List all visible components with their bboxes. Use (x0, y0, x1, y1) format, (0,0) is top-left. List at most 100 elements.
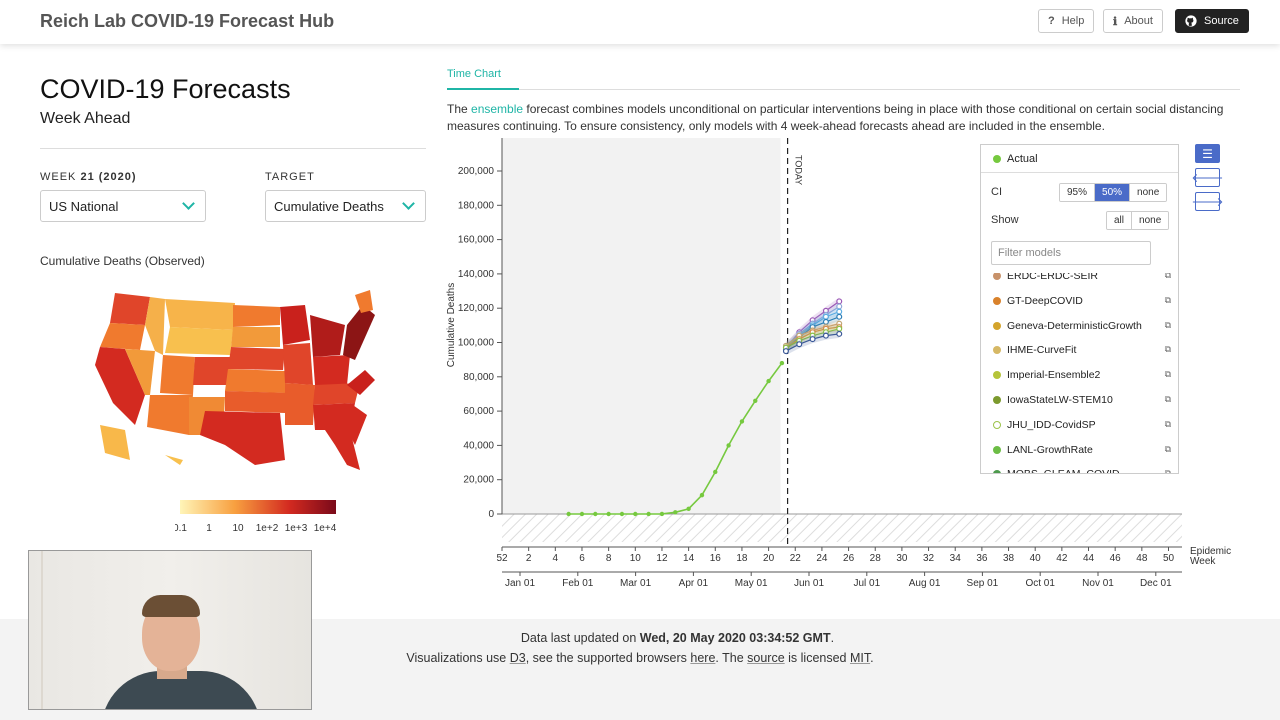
actual-point (673, 510, 678, 515)
mit-license-link[interactable]: MIT (849, 651, 871, 665)
filter-models-input[interactable]: Filter models (991, 241, 1151, 265)
show-all-button[interactable]: all (1107, 212, 1133, 229)
model-legend-item[interactable]: LANL-GrowthRate ⧉ (993, 444, 1171, 456)
divider (40, 148, 426, 149)
d3-link[interactable]: D3 (509, 651, 526, 665)
footer-updated: Data last updated on Wed, 20 May 2020 03… (0, 631, 1280, 645)
ci-none-button[interactable]: none (1130, 184, 1167, 201)
map-state (313, 403, 355, 430)
week-tick-label: 48 (1136, 553, 1148, 564)
map-state (100, 425, 130, 460)
question-icon: ? (1048, 15, 1055, 27)
model-name: GT-DeepCOVID (1007, 294, 1083, 307)
time-chart[interactable]: 0 20,000 40,000 60,000 80,000 100,000 120,000 1… (440, 135, 1240, 595)
model-dot-icon (993, 296, 1001, 305)
external-link-icon[interactable]: ⧉ (1164, 344, 1171, 355)
target-label: TARGET (265, 171, 315, 183)
model-legend-panel: ERDC-ERDC-SEIR ⧉ GT-DeepCOVID ⧉ Geneva-Deter… (980, 144, 1179, 474)
week-tick-label: 44 (1083, 553, 1095, 564)
external-link-icon[interactable]: ⧉ (1164, 394, 1171, 404)
model-legend-item[interactable]: Geneva-DeterministicGrowth ⧉ (993, 320, 1171, 332)
history-shade (502, 138, 781, 514)
week-tick-label: 18 (736, 553, 748, 564)
external-link-icon[interactable]: ⧉ (1164, 294, 1171, 305)
month-tick-label: Jun 01 (794, 578, 824, 589)
week-tick-label: 12 (656, 553, 668, 564)
model-legend-item[interactable]: GT-DeepCOVID ⧉ (993, 295, 1171, 307)
month-tick-label: Oct 01 (1025, 578, 1055, 589)
map-state (200, 411, 285, 465)
month-tick-label: Aug 01 (909, 578, 941, 589)
y-tick-label: 200,000 (458, 166, 495, 177)
arrow-right-icon: 🡒 (1191, 195, 1224, 209)
model-name: MOBS_GLEAM_COVID (1007, 468, 1120, 473)
model-legend-item[interactable]: JHU_IDD-CovidSP ⧉ (993, 419, 1171, 431)
model-dot-icon (993, 445, 1001, 454)
us-choropleth-map[interactable] (85, 285, 385, 470)
map-state (193, 357, 230, 385)
model-legend-item[interactable]: ERDC-ERDC-SEIR ⧉ (993, 270, 1171, 282)
chart-description: The ensemble forecast combines models un… (447, 101, 1242, 135)
month-tick-label: Jan 01 (505, 578, 535, 589)
map-state (310, 315, 345, 357)
actual-point (619, 511, 625, 517)
source-button[interactable]: Source (1175, 9, 1249, 33)
model-legend-item[interactable]: IHME-CurveFit ⧉ (993, 344, 1171, 356)
arrow-left-icon: 🡐 (1191, 171, 1224, 185)
external-link-icon[interactable]: ⧉ (1164, 443, 1171, 454)
today-label: TODAY (794, 155, 804, 185)
external-link-icon[interactable]: ⧉ (1164, 418, 1171, 429)
ci-50-button[interactable]: 50% (1095, 184, 1131, 201)
map-state (145, 297, 165, 355)
next-week-button[interactable]: 🡒 (1191, 192, 1224, 211)
previous-week-button[interactable]: 🡐 (1191, 168, 1224, 187)
model-legend-item[interactable]: MOBS_GLEAM_COVID ⧉ (993, 468, 1171, 474)
tab-bar (447, 89, 1240, 90)
model-dot-icon (993, 420, 1001, 429)
model-legend-item[interactable]: Imperial-Ensemble2 ⧉ (993, 369, 1171, 381)
actual-point (593, 511, 598, 517)
desc-post: forecast combines models unconditional o… (447, 102, 1224, 133)
brand-title[interactable]: Reich Lab COVID-19 Forecast Hub (40, 11, 335, 31)
map-state (280, 305, 310, 345)
model-legend-item[interactable]: IowaStateLW-STEM10 ⧉ (993, 394, 1171, 406)
week-tick-label: 6 (579, 553, 585, 564)
external-link-icon[interactable]: ⧉ (1164, 319, 1171, 330)
week-tick-label: 16 (710, 553, 722, 564)
github-icon (1185, 15, 1197, 27)
month-tick-label: Sep 01 (967, 578, 999, 589)
source-link[interactable]: source (747, 651, 785, 665)
ci-label: CI (991, 186, 1002, 198)
external-link-icon[interactable]: ⧉ (1164, 369, 1171, 380)
actual-legend-item[interactable]: Actual (993, 153, 1038, 165)
actual-point (779, 360, 785, 366)
target-select[interactable]: Cumulative Deaths (265, 190, 426, 222)
map-state (285, 383, 315, 425)
legend-toggle-button[interactable]: ☰ (1195, 144, 1220, 163)
ci-95-button[interactable]: 95% (1060, 184, 1096, 201)
actual-point (566, 511, 571, 517)
legend-tick-label: 1e+2 (256, 523, 279, 534)
actual-point (646, 511, 651, 517)
week-tick-label: 36 (976, 553, 988, 564)
ensemble-link[interactable]: ensemble (471, 102, 524, 116)
footer-text: , see the supported browsers (525, 651, 691, 665)
week-tick-label: 50 (1163, 553, 1175, 564)
week-tick-label: 10 (630, 553, 642, 564)
footer-text: is licensed (784, 651, 850, 665)
show-none-button[interactable]: none (1132, 212, 1169, 229)
month-tick-label: Feb 01 (562, 578, 594, 589)
week-tick-label: 30 (896, 553, 908, 564)
map-state (100, 323, 145, 350)
month-tick-label: Mar 01 (620, 578, 652, 589)
external-link-icon[interactable]: ⧉ (1164, 270, 1171, 280)
region-select[interactable]: US National (40, 190, 206, 222)
external-link-icon[interactable]: ⧉ (1164, 468, 1171, 474)
help-button[interactable]: ? Help (1038, 9, 1095, 33)
model-dot-icon (993, 272, 1001, 280)
browsers-link[interactable]: here (690, 651, 716, 665)
about-button[interactable]: ℹ About (1103, 9, 1163, 33)
tab-time-chart[interactable]: Time Chart (447, 68, 501, 80)
map-state (225, 391, 290, 413)
model-name: LANL-GrowthRate (1007, 443, 1093, 456)
